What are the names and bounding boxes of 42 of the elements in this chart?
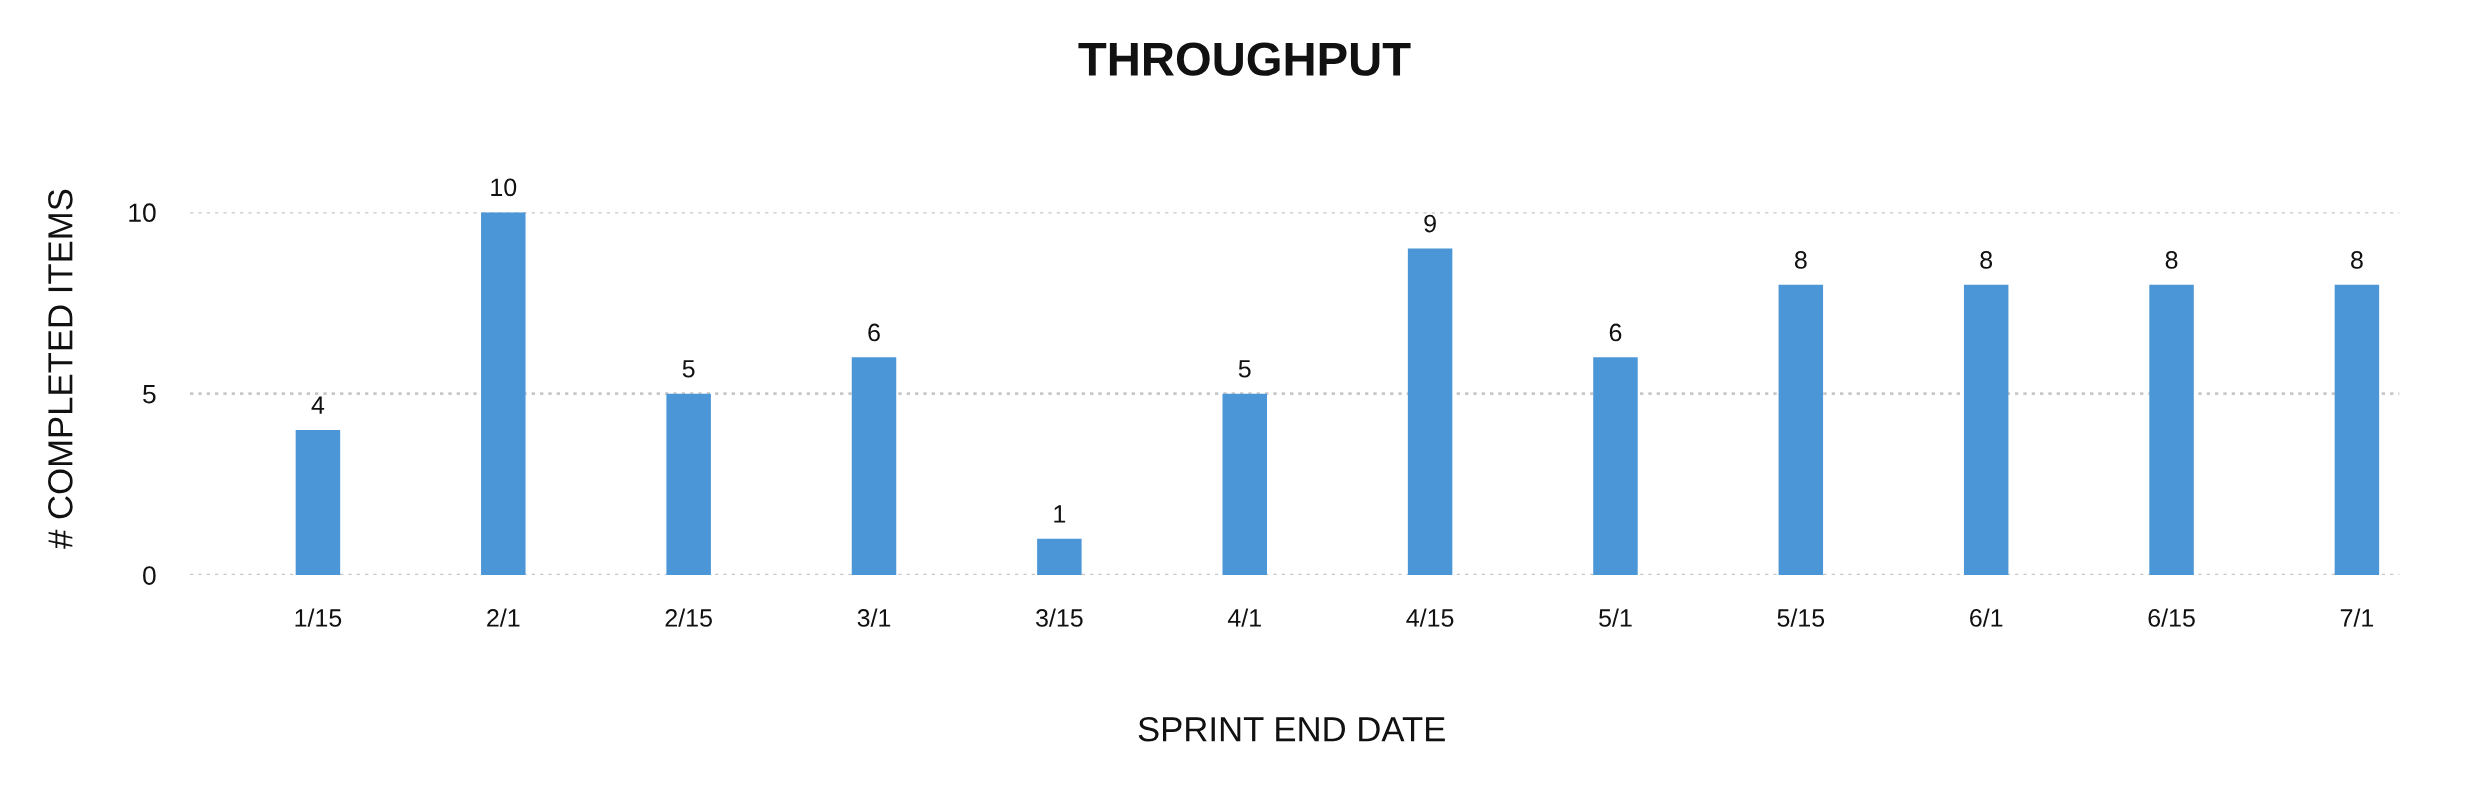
x-tick-label: 6/1 bbox=[1970, 608, 2003, 627]
x-axis-title: SPRINT END DATE bbox=[1138, 716, 1445, 742]
bar bbox=[2149, 284, 2194, 576]
data-label: 5 bbox=[1238, 360, 1251, 378]
bar bbox=[1593, 357, 1638, 576]
bar bbox=[295, 429, 341, 576]
bar bbox=[1778, 284, 1824, 576]
x-tick-label: 3/15 bbox=[1036, 608, 1083, 627]
data-label: 1 bbox=[1054, 505, 1066, 523]
bar bbox=[1407, 248, 1453, 576]
x-tick-label: 5/1 bbox=[1599, 608, 1632, 627]
data-label: 8 bbox=[2165, 251, 2178, 269]
x-tick-label: 4/15 bbox=[1406, 608, 1454, 627]
data-label: 9 bbox=[1424, 214, 1436, 233]
x-tick-label: 4/1 bbox=[1227, 608, 1261, 627]
bar bbox=[1037, 538, 1082, 576]
data-label: 8 bbox=[1794, 251, 1807, 269]
bar bbox=[2334, 284, 2380, 576]
x-tick-label: 2/1 bbox=[487, 608, 520, 627]
x-tick-label: 1/15 bbox=[295, 608, 342, 627]
x-tick-label: 5/15 bbox=[1777, 608, 1825, 627]
bar bbox=[851, 357, 897, 576]
data-label: 4 bbox=[311, 396, 325, 414]
bar bbox=[666, 393, 711, 576]
y-tick-label: 0 bbox=[143, 566, 156, 585]
bar bbox=[1222, 393, 1267, 576]
y-axis-title: # COMPLETED ITEMS bbox=[48, 189, 73, 549]
y-tick-label: 10 bbox=[129, 203, 156, 223]
data-label: 8 bbox=[2351, 251, 2363, 269]
x-tick-label: 2/15 bbox=[665, 608, 712, 627]
data-label: 8 bbox=[1980, 251, 1993, 269]
data-label: 6 bbox=[868, 323, 880, 342]
bar bbox=[481, 212, 526, 576]
x-tick-label: 7/1 bbox=[2340, 608, 2374, 627]
chart-title: THROUGHPUT bbox=[1078, 42, 1411, 76]
x-tick-label: 3/1 bbox=[857, 608, 891, 627]
data-label: 5 bbox=[682, 360, 695, 378]
x-tick-label: 6/15 bbox=[2148, 608, 2195, 627]
data-label: 10 bbox=[491, 178, 517, 197]
data-label: 6 bbox=[1609, 323, 1622, 342]
y-tick-label: 5 bbox=[143, 385, 156, 404]
bar bbox=[1963, 284, 2009, 576]
